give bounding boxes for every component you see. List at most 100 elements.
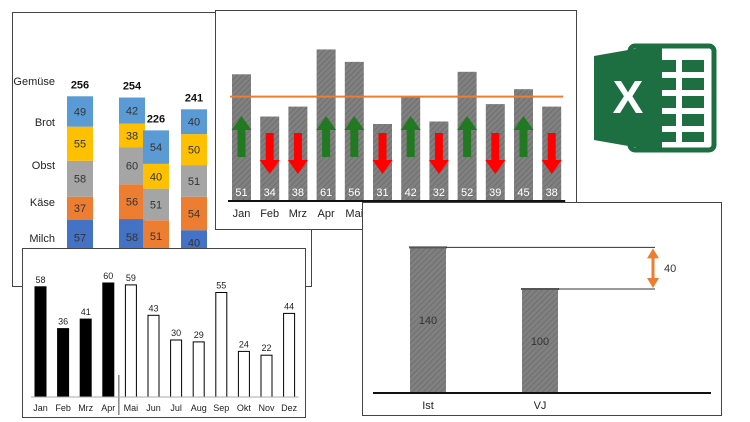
- stack-legend-label: Milch: [29, 233, 55, 245]
- stack-segment-label: 58: [74, 174, 86, 186]
- stack-segment-label: 58: [126, 232, 138, 244]
- down-arrow: [485, 133, 506, 174]
- month-bar-value: 34: [264, 187, 276, 199]
- month-axis-label: Mrz: [289, 208, 307, 220]
- bar-value-label: 60: [103, 271, 113, 281]
- up-arrow: [316, 116, 337, 157]
- axis-label: Dez: [281, 403, 298, 413]
- delta-arrow-head-down: [647, 278, 659, 288]
- stack-segment: [67, 160, 93, 197]
- ist-vj-bar: [522, 289, 558, 393]
- stack-segment-label: 51: [150, 199, 162, 211]
- stack-segment: [181, 134, 207, 166]
- ist-vj-panel: 140 Ist 100 VJ 40: [362, 202, 722, 416]
- stack-total-label: 256: [71, 79, 89, 91]
- actual-forecast-chart: 58 Jan 36 Feb 41 Mrz 60 Apr 59 Mai 43 Jun 30 Jul 29 Aug…: [31, 271, 299, 415]
- ist-vj-axis-label: Ist: [422, 400, 434, 412]
- bar-value-label: 22: [261, 343, 271, 353]
- stack-segment-label: 37: [74, 203, 86, 215]
- forecast-bar: [283, 312, 296, 398]
- axis-label: Mrz: [78, 403, 93, 413]
- month-axis-label: Feb: [260, 208, 279, 220]
- stack-segment-label: 51: [188, 176, 200, 188]
- stack-segment: [67, 96, 93, 127]
- stack-legend-label: Obst: [32, 160, 55, 172]
- up-arrow: [513, 116, 534, 157]
- month-bar-value: 52: [461, 187, 473, 199]
- excel-badge: [594, 44, 662, 152]
- stack-segment-label: 55: [74, 139, 86, 151]
- stack-segment-label: 60: [126, 161, 138, 173]
- ist-vj-value: 100: [531, 336, 549, 348]
- stack-segment: [143, 163, 169, 189]
- delta-label: 40: [664, 263, 676, 275]
- stack-segment-label: 56: [126, 197, 138, 209]
- down-arrow: [541, 133, 562, 174]
- axis-label: Feb: [55, 403, 71, 413]
- stack-segment-label: 51: [150, 231, 162, 243]
- stack-segment-label: 40: [188, 117, 200, 129]
- stack-segment-label: 54: [188, 208, 200, 220]
- stack-total-label: 254: [123, 81, 142, 93]
- stack-legend-label: Gemüse: [13, 76, 55, 88]
- stack-total-label: 226: [147, 113, 165, 125]
- month-bar-value: 56: [348, 187, 360, 199]
- stack-segment: [67, 126, 93, 161]
- month-axis-label: Apr: [318, 208, 335, 220]
- stack-segment-label: 49: [74, 106, 86, 118]
- stack-segment: [119, 123, 145, 148]
- bar-value-label: 59: [126, 273, 136, 283]
- axis-label: Okt: [237, 403, 252, 413]
- axis-label: Aug: [191, 403, 207, 413]
- bar-value-label: 55: [216, 281, 226, 291]
- ist-vj-value: 140: [419, 315, 437, 327]
- stack-segment: [143, 130, 169, 164]
- excel-letter: X: [613, 71, 644, 123]
- down-arrow: [259, 133, 280, 174]
- actual-bar: [102, 282, 115, 398]
- axis-label: Nov: [258, 403, 275, 413]
- excel-logo: X: [590, 38, 720, 158]
- axis-label: Jan: [33, 403, 48, 413]
- stack-segment: [67, 196, 93, 220]
- axis-label: Jul: [170, 403, 182, 413]
- forecast-bar: [260, 354, 273, 398]
- forecast-bar: [215, 292, 228, 398]
- up-arrow: [400, 116, 421, 157]
- delta-arrow-head-up: [647, 248, 659, 259]
- ist-vj-bar: [410, 247, 446, 393]
- month-bar-value: 61: [320, 187, 332, 199]
- stack-segment: [181, 109, 207, 135]
- monthly-arrows-chart: 51Jan34Feb38Mrz61Apr56Mai31Jun42Jul32Aug…: [228, 49, 566, 220]
- month-bar-value: 51: [235, 187, 247, 199]
- month-bar-value: 32: [433, 187, 445, 199]
- forecast-bar: [147, 314, 160, 398]
- stack-segment-label: 57: [74, 232, 86, 244]
- month-bar-value: 42: [405, 187, 417, 199]
- bar-value-label: 24: [239, 339, 249, 349]
- stack-total-label: 241: [185, 92, 203, 104]
- stack-segment-label: 40: [188, 238, 200, 250]
- axis-label: Mai: [124, 403, 139, 413]
- monthly-arrows-panel: 51Jan34Feb38Mrz61Apr56Mai31Jun42Jul32Aug…: [215, 10, 577, 230]
- stack-legend-label: Brot: [35, 117, 55, 129]
- axis-label: Jun: [146, 403, 161, 413]
- actual-bar: [57, 328, 70, 398]
- month-bar-value: 31: [376, 187, 388, 199]
- stack-segment-label: 50: [188, 145, 200, 157]
- stack-segment: [143, 220, 169, 252]
- actual-forecast-panel: 58 Jan 36 Feb 41 Mrz 60 Apr 59 Mai 43 Jun 30 Jul 29 Aug…: [22, 248, 306, 418]
- stack-segment-label: 38: [126, 130, 138, 142]
- down-arrow: [372, 133, 393, 174]
- bar-value-label: 44: [284, 301, 294, 311]
- ist-vj-chart: 140 Ist 100 VJ 40: [373, 246, 711, 412]
- up-arrow: [457, 116, 478, 157]
- bar-value-label: 43: [148, 303, 158, 313]
- forecast-bar: [237, 350, 250, 398]
- stack-segment: [143, 188, 169, 221]
- stack-segment: [119, 97, 145, 124]
- stack-segment-label: 40: [150, 171, 162, 183]
- forecast-bar: [170, 339, 183, 398]
- month-bar-value: 38: [292, 187, 304, 199]
- month-bar-value: 39: [489, 187, 501, 199]
